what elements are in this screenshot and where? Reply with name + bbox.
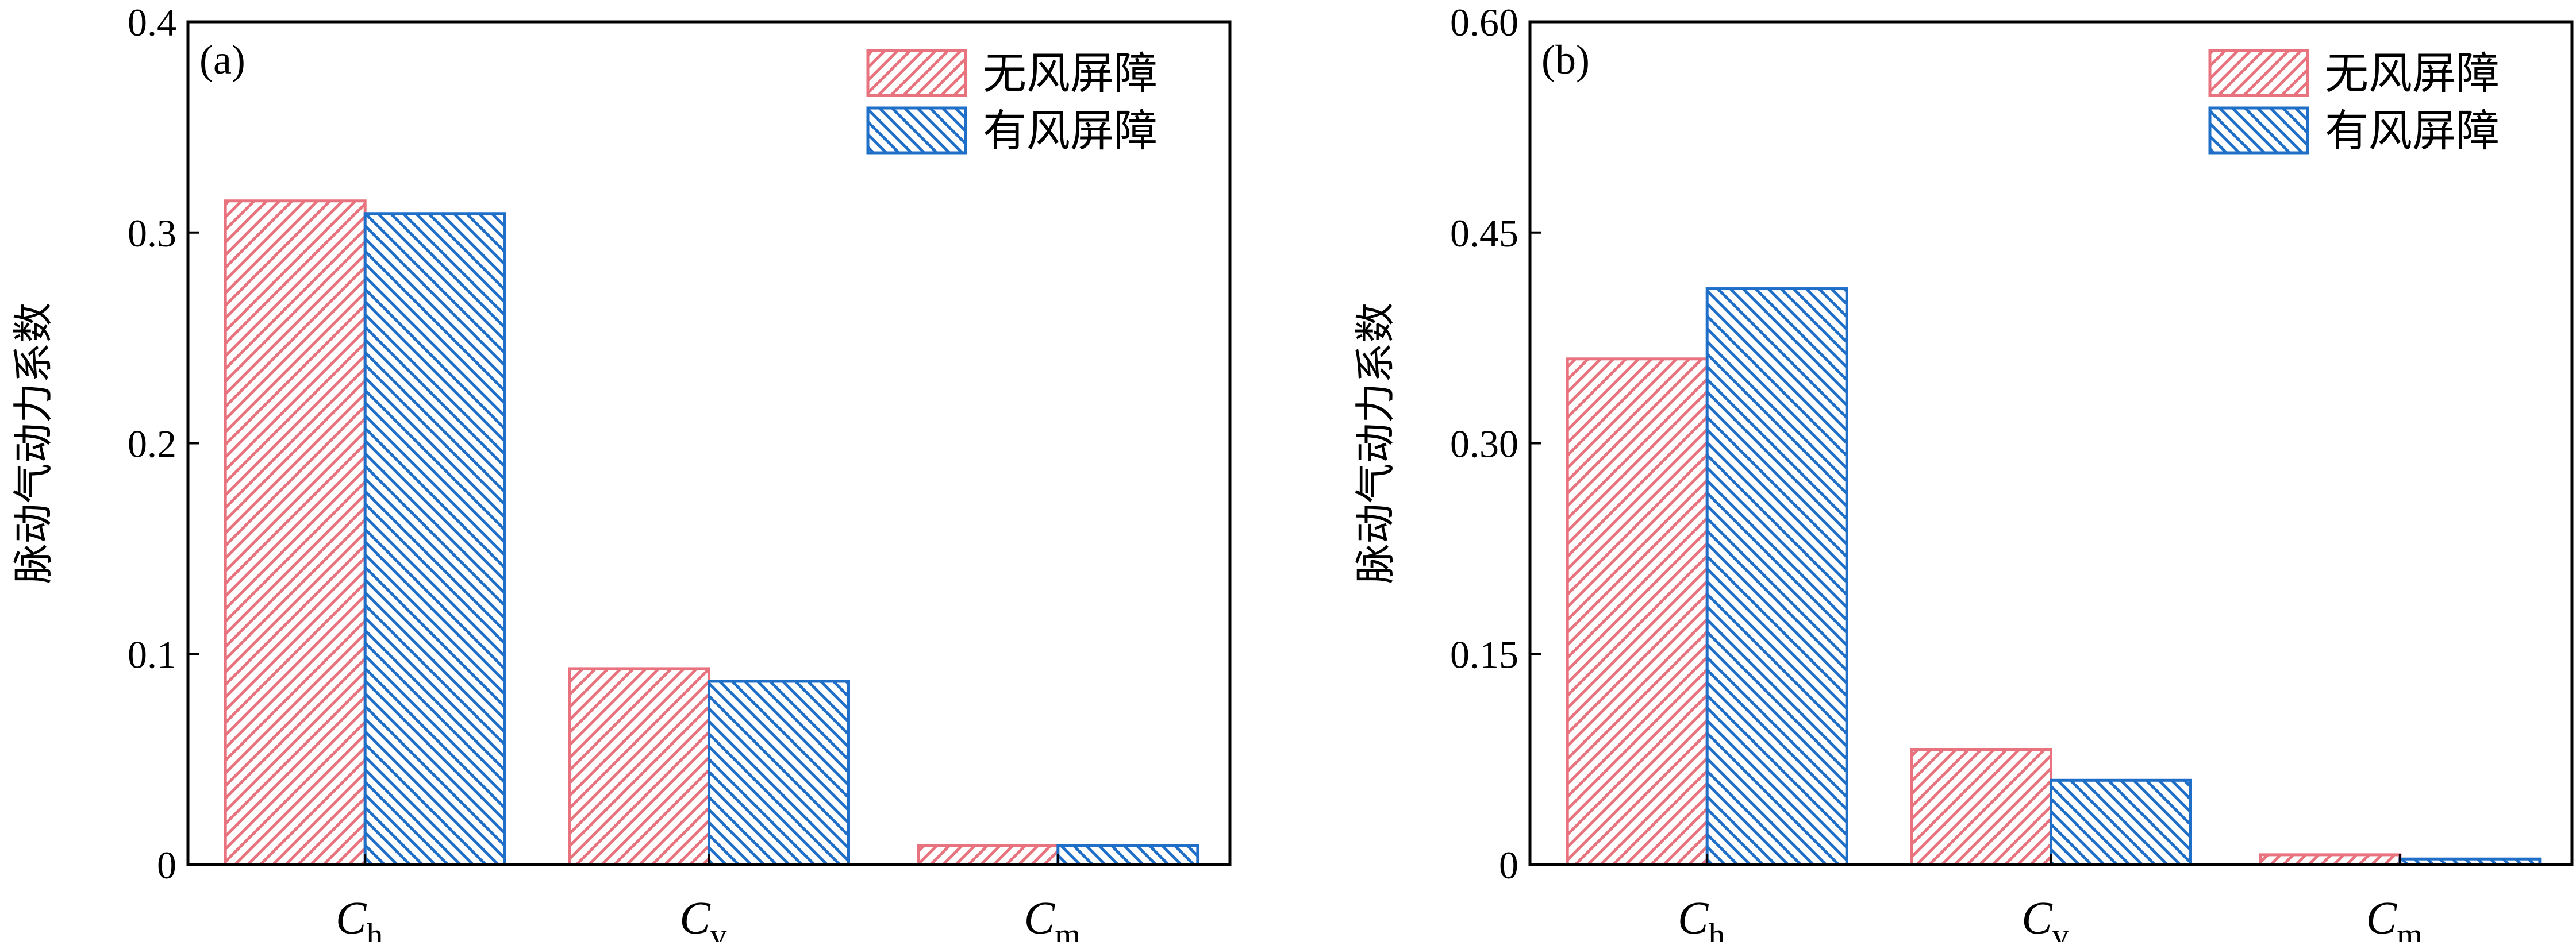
bar-m-series-0 [917, 844, 1060, 866]
x-tick-label-main: C [1678, 893, 1709, 942]
bar-m-series-1 [1056, 844, 1199, 866]
x-tick-label-sub: h [366, 916, 383, 942]
bar-v-series-0 [568, 667, 710, 866]
legend-swatch-0 [2208, 49, 2309, 97]
legend-swatch-0 [866, 49, 967, 97]
x-tick-label-sub: v [2052, 916, 2069, 942]
bar-h-series-0 [224, 199, 367, 866]
x-tick-label-main: C [2021, 893, 2053, 942]
y-tick-label: 0 [1499, 843, 1518, 887]
y-tick-label: 0.45 [1450, 211, 1518, 255]
x-tick-label-sub: v [710, 916, 727, 942]
x-tick-label-sub: h [1708, 916, 1725, 942]
bar-m-series-0 [2259, 853, 2402, 866]
x-tick-label-main: C [679, 893, 711, 942]
legend-label-0: 无风屏障 [983, 50, 1158, 98]
y-tick-label: 0.30 [1450, 422, 1518, 466]
x-tick-label: Cv [679, 893, 726, 942]
chart-panel-b: Ch Cv Cm00.150.300.450.60(b)脉动气动力系数无风屏障有风屏… [1354, 1, 2574, 945]
y-tick-label: 0.3 [128, 211, 176, 255]
legend-label-1: 有风屏障 [983, 107, 1158, 156]
x-tick-label-sub: m [2397, 916, 2423, 942]
x-tick-label: Cm [1024, 893, 1081, 942]
bar-v-series-1 [708, 680, 850, 866]
legend-label-1: 有风屏障 [2325, 107, 2500, 156]
x-tick-label-main: C [1024, 893, 1056, 942]
y-axis-label: 脉动气动力系数 [1354, 303, 1398, 584]
x-tick-label-sub: m [1055, 916, 1081, 942]
bar-h-series-1 [1705, 287, 1848, 866]
y-tick-label: 0 [157, 843, 176, 887]
bar-v-series-1 [2050, 778, 2192, 866]
y-tick-label: 0.60 [1450, 1, 1518, 44]
x-tick-label-main: C [336, 893, 367, 942]
x-tick-label: Ch [336, 893, 383, 942]
x-tick-label: Ch [1678, 893, 1725, 942]
y-axis-label: 脉动气动力系数 [12, 303, 56, 584]
legend-swatch-1 [2208, 106, 2309, 155]
panel-label: (a) [199, 37, 245, 83]
panel-label: (b) [1541, 37, 1590, 83]
y-tick-label: 0.2 [128, 422, 176, 466]
legend-label-0: 无风屏障 [2325, 50, 2500, 98]
x-tick-label: Cm [2366, 893, 2423, 942]
y-tick-label: 0.15 [1450, 632, 1518, 676]
bar-h-series-1 [363, 212, 506, 866]
bar-v-series-0 [1910, 748, 2052, 866]
y-tick-label: 0.1 [128, 632, 176, 676]
legend-swatch-1 [866, 106, 967, 155]
x-tick-label: Cv [2021, 893, 2069, 942]
plot-frame [1528, 20, 2574, 866]
y-tick-label: 0.4 [128, 1, 176, 44]
x-tick-label-main: C [2366, 893, 2398, 942]
bar-h-series-0 [1566, 357, 1709, 866]
plot-frame [186, 20, 1232, 866]
